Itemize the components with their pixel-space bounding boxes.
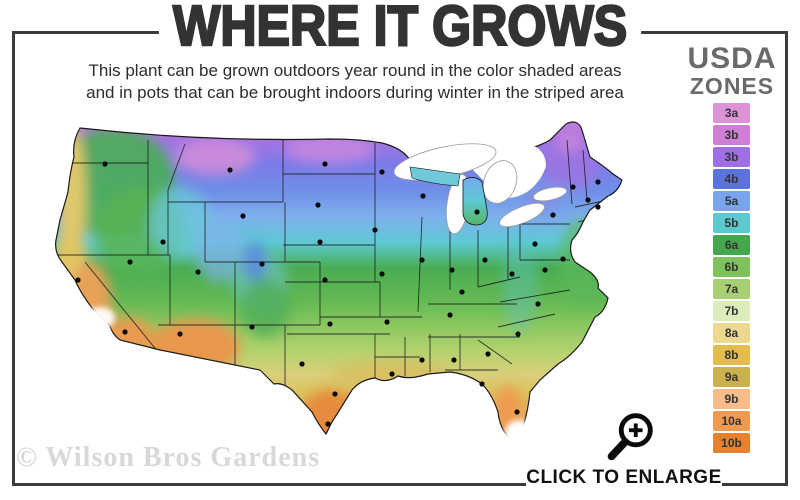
- city-dot: [195, 269, 201, 275]
- city-dot: [447, 312, 453, 318]
- city-dot: [322, 161, 328, 167]
- city-dot: [75, 277, 81, 283]
- legend-title-usda: USDA: [687, 42, 777, 75]
- city-dot: [532, 241, 538, 247]
- upper-peninsula: [409, 166, 461, 187]
- city-dot: [325, 421, 331, 427]
- page-title: WHERE IT GROWS: [0, 0, 800, 57]
- city-dot: [384, 319, 390, 325]
- legend-zone-8b: 8b: [713, 345, 750, 365]
- city-dot: [332, 391, 338, 397]
- legend-zone-5a: 5a: [713, 191, 750, 211]
- city-dot: [102, 161, 108, 167]
- lake-erie: [499, 202, 545, 228]
- subtitle-line-2: and in pots that can be brought indoors …: [86, 83, 624, 103]
- city-dot: [327, 321, 333, 327]
- legend-zone-9b: 9b: [713, 389, 750, 409]
- city-dot: [315, 202, 321, 208]
- legend-zone-7b: 7b: [713, 301, 750, 321]
- city-dot: [160, 239, 166, 245]
- socal-coast-white: [85, 307, 115, 329]
- city-dot: [560, 256, 566, 262]
- city-dot: [419, 357, 425, 363]
- michigan-mitten: [462, 177, 488, 226]
- legend-zone-9a: 9a: [713, 367, 750, 387]
- city-dot: [177, 331, 183, 337]
- city-dot: [299, 361, 305, 367]
- city-dot: [240, 213, 246, 219]
- city-dot: [259, 261, 265, 267]
- city-dot: [570, 184, 576, 190]
- watermark: © Wilson Bros Gardens: [16, 442, 321, 473]
- city-marker-dots: [75, 161, 601, 427]
- city-dot: [474, 209, 480, 215]
- usda-zones-legend: 3a 3b 3b 4b 5a 5b 6a 6b 7a 7b 8a 8b 9a 9b 10a 10b: [713, 103, 750, 455]
- legend-zone-5b: 5b: [713, 213, 750, 233]
- city-dot: [542, 267, 548, 273]
- city-dot: [122, 329, 128, 335]
- city-dot: [595, 179, 601, 185]
- city-dot: [127, 259, 133, 265]
- legend-zone-6a: 6a: [713, 235, 750, 255]
- hardiness-zone-map[interactable]: [30, 112, 670, 477]
- legend-zone-10a: 10a: [713, 411, 750, 431]
- city-dot: [479, 381, 485, 387]
- city-dot: [459, 289, 465, 295]
- subtitle: This plant can be grown outdoors year ro…: [35, 60, 675, 105]
- city-dot: [227, 167, 233, 173]
- city-dot: [485, 351, 491, 357]
- city-dot: [379, 271, 385, 277]
- city-dot: [249, 324, 255, 330]
- city-dot: [482, 257, 488, 263]
- great-lakes: [393, 123, 568, 235]
- unshaded-areas: [85, 307, 534, 452]
- city-dot: [550, 212, 556, 218]
- legend-zone-3a: 3a: [713, 103, 750, 123]
- city-dot: [451, 357, 457, 363]
- lake-ontario: [532, 186, 568, 202]
- usa-zone-map-graphic: [55, 121, 623, 452]
- city-dot: [595, 204, 601, 210]
- lake-huron: [482, 160, 518, 204]
- city-dot: [514, 409, 520, 415]
- legend-zone-6b: 6b: [713, 257, 750, 277]
- zone-shading: [55, 122, 623, 439]
- city-dot: [509, 271, 515, 277]
- city-dot: [379, 169, 385, 175]
- city-dot: [449, 267, 455, 273]
- city-dot: [585, 197, 591, 203]
- legend-zone-10b: 10b: [713, 433, 750, 453]
- legend-zone-3b: 3b: [713, 125, 750, 145]
- city-dot: [317, 239, 323, 245]
- legend-zone-4b: 4b: [713, 169, 750, 189]
- city-dot: [420, 193, 426, 199]
- city-dot: [419, 257, 425, 263]
- city-dot: [535, 301, 541, 307]
- legend-zone-7a: 7a: [713, 279, 750, 299]
- south-florida-white: [504, 420, 534, 452]
- legend-zone-8a: 8a: [713, 323, 750, 343]
- legend-zone-3b: 3b: [713, 147, 750, 167]
- city-dot: [322, 277, 328, 283]
- page-title-text: WHERE IT GROWS: [158, 0, 642, 57]
- legend-title: USDA ZONES: [684, 42, 780, 99]
- city-dot: [372, 227, 378, 233]
- city-dot: [389, 371, 395, 377]
- legend-title-zones: ZONES: [689, 73, 775, 99]
- magnifier-plus-icon[interactable]: [597, 407, 659, 469]
- click-to-enlarge-button[interactable]: CLICK TO ENLARGE: [526, 464, 722, 492]
- city-dot: [515, 331, 521, 337]
- subtitle-line-1: This plant can be grown outdoors year ro…: [88, 61, 622, 80]
